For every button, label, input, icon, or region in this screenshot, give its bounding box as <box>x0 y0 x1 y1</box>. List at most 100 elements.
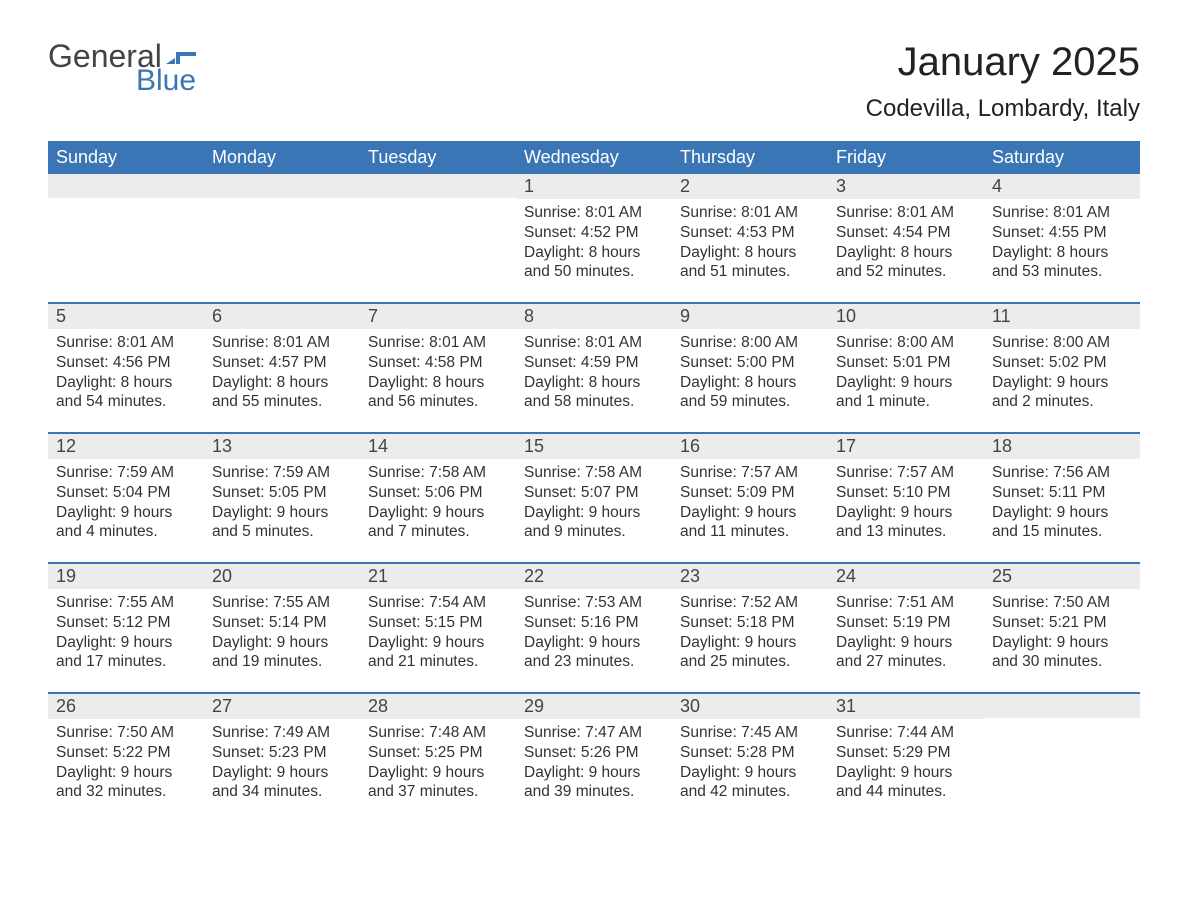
cell-daylight1: Daylight: 9 hours <box>524 633 664 653</box>
cell-sunrise: Sunrise: 7:54 AM <box>368 593 508 613</box>
calendar-cell: 17Sunrise: 7:57 AMSunset: 5:10 PMDayligh… <box>828 434 984 562</box>
cell-daylight2: and 25 minutes. <box>680 652 820 672</box>
cell-sunset: Sunset: 4:56 PM <box>56 353 196 373</box>
day-number: 30 <box>672 694 828 719</box>
cell-sunset: Sunset: 4:55 PM <box>992 223 1132 243</box>
cell-daylight2: and 5 minutes. <box>212 522 352 542</box>
cell-sunset: Sunset: 4:52 PM <box>524 223 664 243</box>
day-number: 29 <box>516 694 672 719</box>
cell-body: Sunrise: 7:49 AMSunset: 5:23 PMDaylight:… <box>204 719 360 810</box>
cell-daylight1: Daylight: 8 hours <box>212 373 352 393</box>
cell-sunrise: Sunrise: 8:01 AM <box>836 203 976 223</box>
cell-sunrise: Sunrise: 7:59 AM <box>212 463 352 483</box>
cell-sunrise: Sunrise: 7:58 AM <box>524 463 664 483</box>
cell-sunset: Sunset: 5:09 PM <box>680 483 820 503</box>
cell-daylight1: Daylight: 9 hours <box>992 633 1132 653</box>
cell-daylight2: and 34 minutes. <box>212 782 352 802</box>
cell-daylight2: and 55 minutes. <box>212 392 352 412</box>
day-number: 9 <box>672 304 828 329</box>
cell-sunset: Sunset: 5:01 PM <box>836 353 976 373</box>
cell-body: Sunrise: 7:59 AMSunset: 5:04 PMDaylight:… <box>48 459 204 550</box>
calendar-week: 12Sunrise: 7:59 AMSunset: 5:04 PMDayligh… <box>48 432 1140 562</box>
cell-daylight2: and 56 minutes. <box>368 392 508 412</box>
cell-daylight1: Daylight: 8 hours <box>56 373 196 393</box>
cell-sunrise: Sunrise: 7:50 AM <box>992 593 1132 613</box>
cell-body: Sunrise: 7:58 AMSunset: 5:06 PMDaylight:… <box>360 459 516 550</box>
cell-sunrise: Sunrise: 8:01 AM <box>212 333 352 353</box>
cell-body: Sunrise: 7:50 AMSunset: 5:22 PMDaylight:… <box>48 719 204 810</box>
cell-daylight2: and 44 minutes. <box>836 782 976 802</box>
cell-body: Sunrise: 8:01 AMSunset: 4:55 PMDaylight:… <box>984 199 1140 290</box>
calendar-header-row: Sunday Monday Tuesday Wednesday Thursday… <box>48 141 1140 174</box>
day-number: 11 <box>984 304 1140 329</box>
calendar-week: 19Sunrise: 7:55 AMSunset: 5:12 PMDayligh… <box>48 562 1140 692</box>
calendar-cell: 25Sunrise: 7:50 AMSunset: 5:21 PMDayligh… <box>984 564 1140 692</box>
day-number-empty <box>984 694 1140 718</box>
cell-sunset: Sunset: 5:04 PM <box>56 483 196 503</box>
cell-sunset: Sunset: 5:00 PM <box>680 353 820 373</box>
day-header-wednesday: Wednesday <box>516 141 672 174</box>
day-number: 18 <box>984 434 1140 459</box>
cell-body: Sunrise: 8:00 AMSunset: 5:01 PMDaylight:… <box>828 329 984 420</box>
calendar-cell: 20Sunrise: 7:55 AMSunset: 5:14 PMDayligh… <box>204 564 360 692</box>
logo-text-blue: Blue <box>136 66 196 96</box>
cell-sunrise: Sunrise: 8:01 AM <box>524 203 664 223</box>
calendar-cell: 26Sunrise: 7:50 AMSunset: 5:22 PMDayligh… <box>48 694 204 822</box>
cell-sunrise: Sunrise: 7:48 AM <box>368 723 508 743</box>
cell-daylight2: and 17 minutes. <box>56 652 196 672</box>
cell-daylight1: Daylight: 9 hours <box>56 763 196 783</box>
cell-sunset: Sunset: 5:12 PM <box>56 613 196 633</box>
calendar-cell: 13Sunrise: 7:59 AMSunset: 5:05 PMDayligh… <box>204 434 360 562</box>
calendar-cell: 9Sunrise: 8:00 AMSunset: 5:00 PMDaylight… <box>672 304 828 432</box>
day-header-tuesday: Tuesday <box>360 141 516 174</box>
cell-daylight2: and 7 minutes. <box>368 522 508 542</box>
calendar-cell: 30Sunrise: 7:45 AMSunset: 5:28 PMDayligh… <box>672 694 828 822</box>
cell-body: Sunrise: 8:01 AMSunset: 4:59 PMDaylight:… <box>516 329 672 420</box>
cell-daylight2: and 30 minutes. <box>992 652 1132 672</box>
calendar-cell: 3Sunrise: 8:01 AMSunset: 4:54 PMDaylight… <box>828 174 984 302</box>
cell-body: Sunrise: 7:50 AMSunset: 5:21 PMDaylight:… <box>984 589 1140 680</box>
cell-daylight2: and 37 minutes. <box>368 782 508 802</box>
cell-sunset: Sunset: 4:59 PM <box>524 353 664 373</box>
calendar-cell: 31Sunrise: 7:44 AMSunset: 5:29 PMDayligh… <box>828 694 984 822</box>
cell-sunrise: Sunrise: 8:00 AM <box>836 333 976 353</box>
cell-daylight2: and 50 minutes. <box>524 262 664 282</box>
cell-body: Sunrise: 7:45 AMSunset: 5:28 PMDaylight:… <box>672 719 828 810</box>
cell-sunset: Sunset: 5:21 PM <box>992 613 1132 633</box>
cell-body: Sunrise: 7:57 AMSunset: 5:09 PMDaylight:… <box>672 459 828 550</box>
day-number-empty <box>204 174 360 198</box>
cell-sunset: Sunset: 5:11 PM <box>992 483 1132 503</box>
cell-daylight1: Daylight: 8 hours <box>836 243 976 263</box>
cell-daylight1: Daylight: 8 hours <box>524 373 664 393</box>
cell-sunset: Sunset: 5:16 PM <box>524 613 664 633</box>
day-number: 6 <box>204 304 360 329</box>
flag-icon <box>166 46 196 66</box>
day-number: 23 <box>672 564 828 589</box>
header: General Blue January 2025 Codevilla, Lom… <box>48 40 1140 123</box>
calendar-week: 26Sunrise: 7:50 AMSunset: 5:22 PMDayligh… <box>48 692 1140 822</box>
cell-sunset: Sunset: 5:23 PM <box>212 743 352 763</box>
cell-daylight1: Daylight: 9 hours <box>836 763 976 783</box>
calendar-week: 1Sunrise: 8:01 AMSunset: 4:52 PMDaylight… <box>48 174 1140 302</box>
cell-daylight2: and 9 minutes. <box>524 522 664 542</box>
cell-daylight1: Daylight: 9 hours <box>680 633 820 653</box>
day-header-friday: Friday <box>828 141 984 174</box>
day-number: 8 <box>516 304 672 329</box>
cell-sunrise: Sunrise: 7:45 AM <box>680 723 820 743</box>
cell-sunrise: Sunrise: 7:57 AM <box>680 463 820 483</box>
cell-sunrise: Sunrise: 7:57 AM <box>836 463 976 483</box>
cell-sunset: Sunset: 5:28 PM <box>680 743 820 763</box>
calendar-cell: 1Sunrise: 8:01 AMSunset: 4:52 PMDaylight… <box>516 174 672 302</box>
calendar-cell <box>360 174 516 302</box>
cell-sunrise: Sunrise: 7:55 AM <box>56 593 196 613</box>
cell-sunset: Sunset: 5:29 PM <box>836 743 976 763</box>
calendar-cell: 21Sunrise: 7:54 AMSunset: 5:15 PMDayligh… <box>360 564 516 692</box>
cell-sunset: Sunset: 5:19 PM <box>836 613 976 633</box>
cell-daylight1: Daylight: 9 hours <box>212 503 352 523</box>
day-number: 21 <box>360 564 516 589</box>
calendar-cell: 14Sunrise: 7:58 AMSunset: 5:06 PMDayligh… <box>360 434 516 562</box>
day-number-empty <box>48 174 204 198</box>
day-number: 28 <box>360 694 516 719</box>
day-number: 4 <box>984 174 1140 199</box>
cell-daylight2: and 11 minutes. <box>680 522 820 542</box>
